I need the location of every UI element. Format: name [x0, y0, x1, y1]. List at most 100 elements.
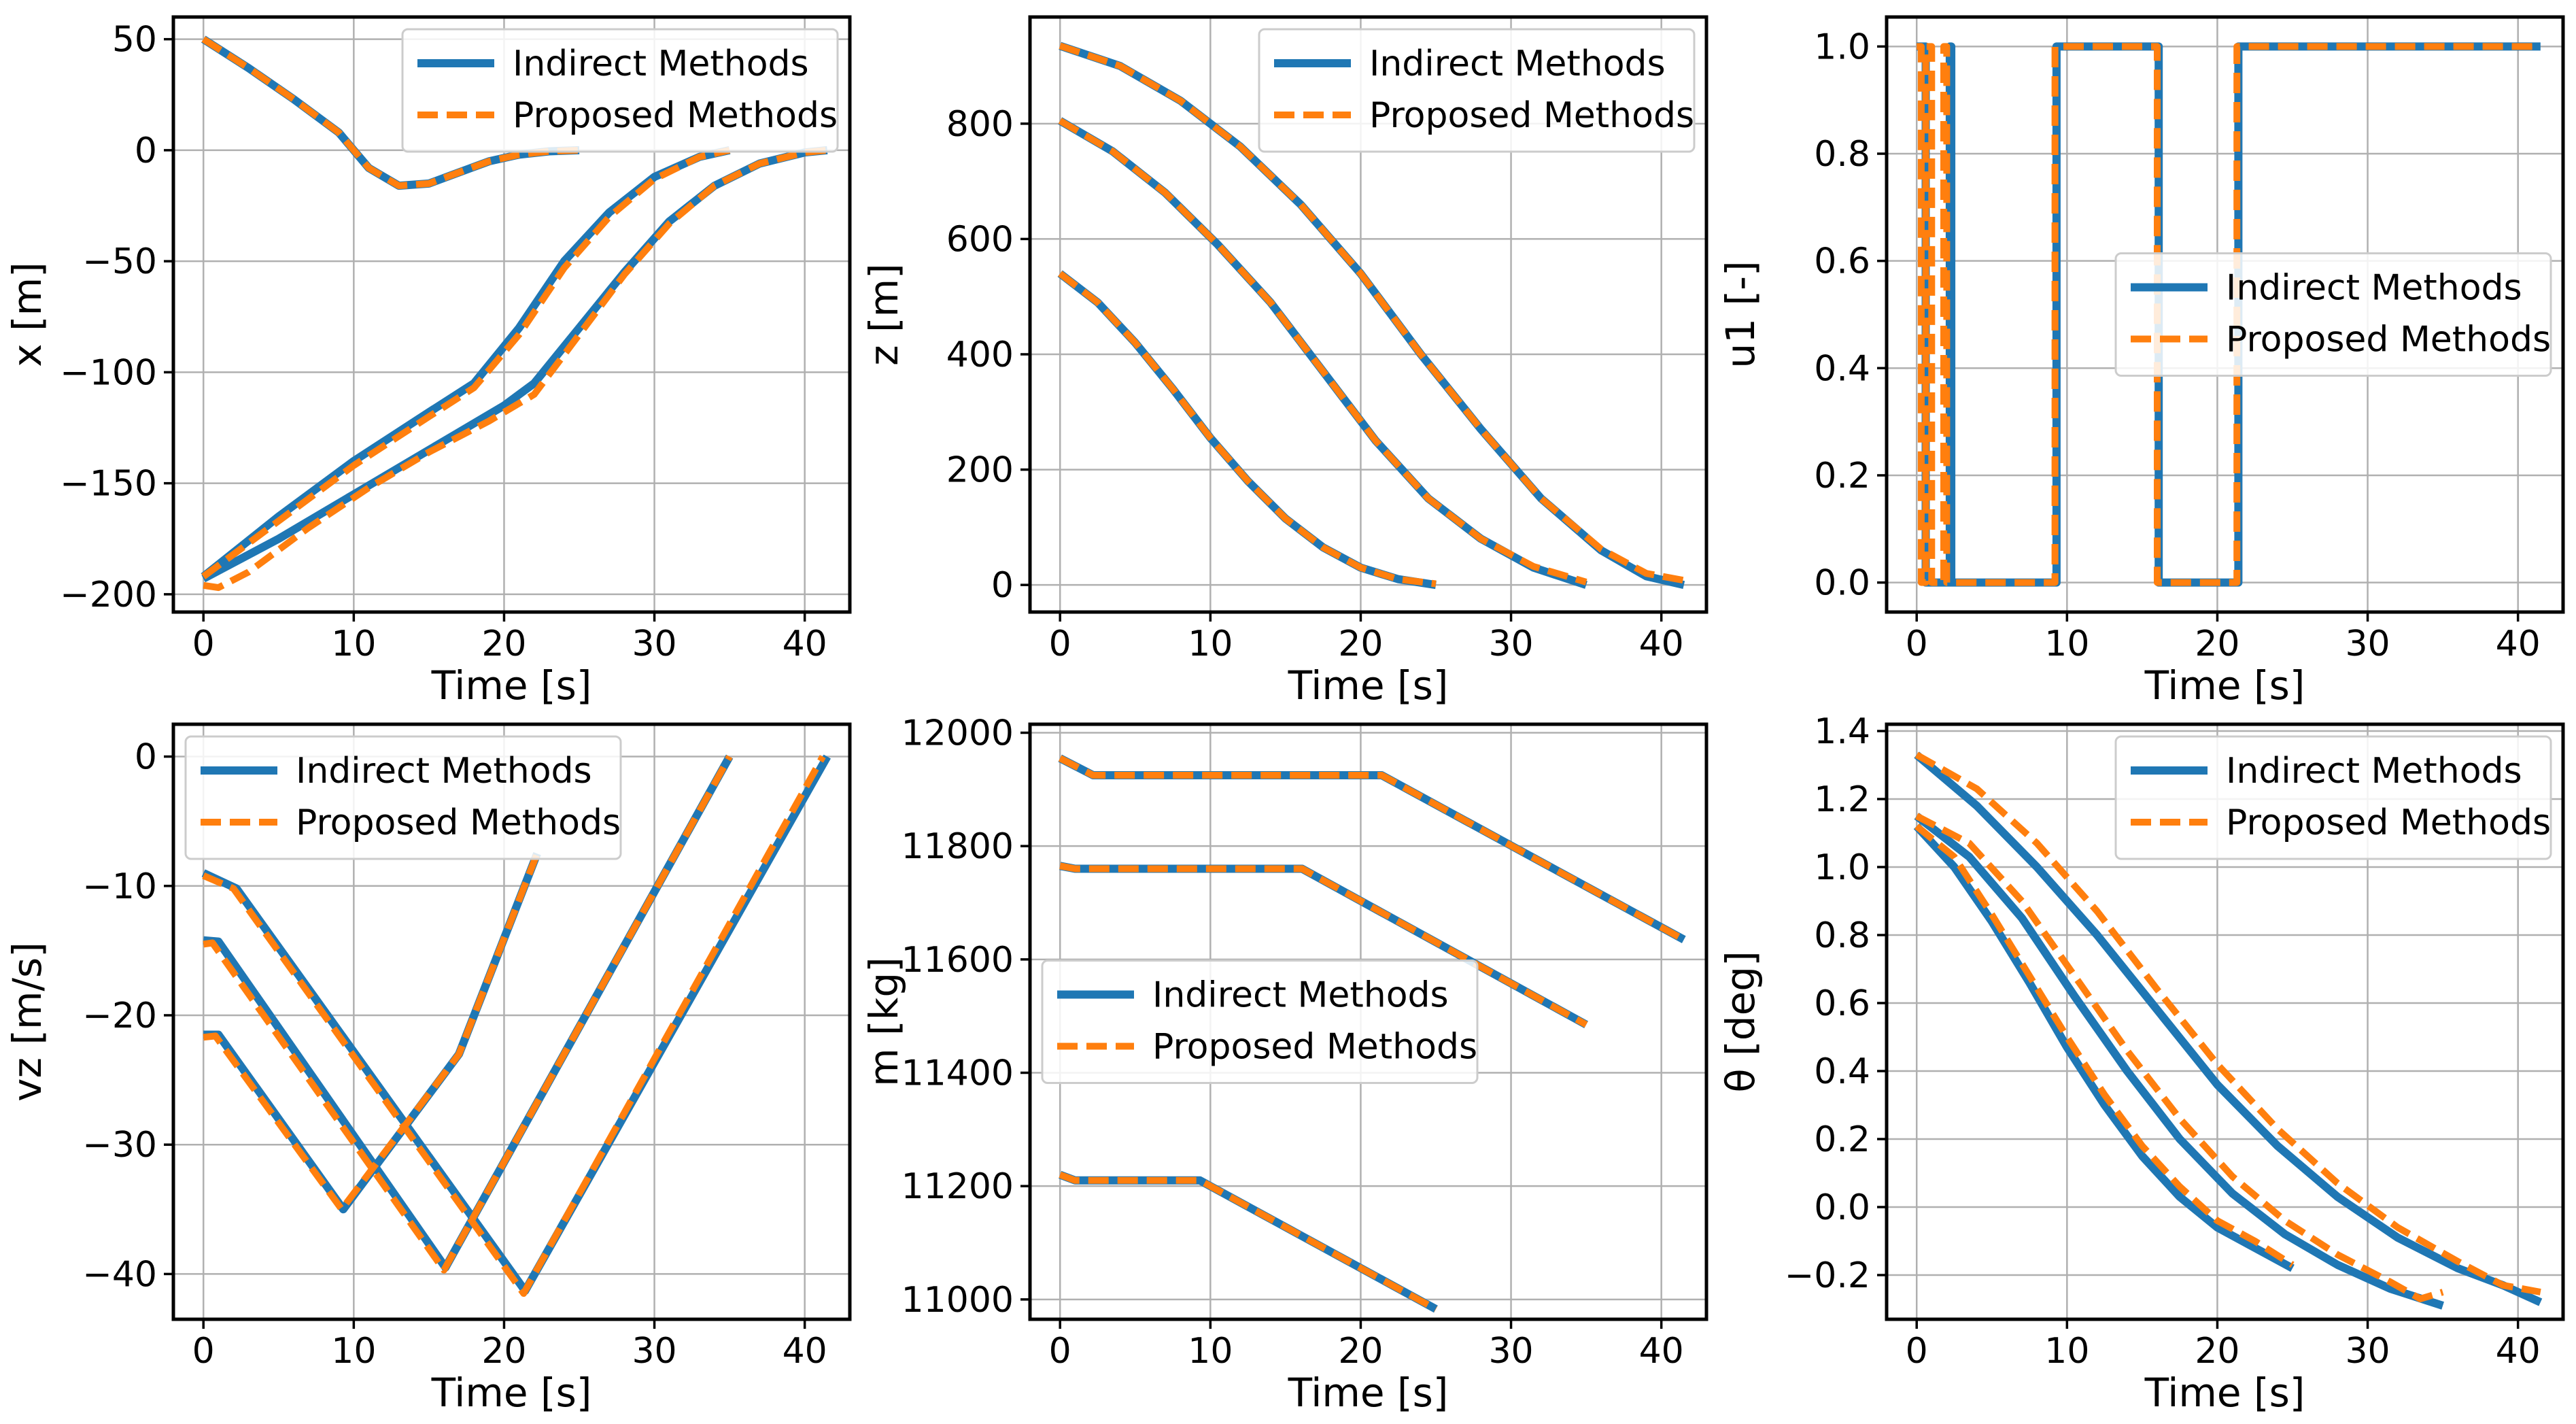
- y-tick-label: 0.4: [1814, 1051, 1870, 1092]
- chart-vz: 0 10 20 30 40 −40 −30 −20 −10 0 Time [s] vz [m/s] In…: [4, 722, 852, 1416]
- chart-m: 0 10 20 30 40 11000 11200 11400 11600 11800 12000 T…: [861, 713, 1708, 1416]
- series-proposed-curve-2: [203, 755, 733, 1274]
- legend: Indirect Methods Proposed Methods: [184, 735, 622, 860]
- legend-label-indirect: Indirect Methods: [296, 751, 592, 792]
- x-tick-label: 0: [1906, 624, 1928, 664]
- y-tick-label: 11800: [901, 826, 1014, 867]
- y-tick-label: 0.8: [1814, 134, 1870, 175]
- axes-frame: [1028, 722, 1708, 1321]
- y-axis-label: m [kg]: [861, 957, 907, 1087]
- y-tick-label: −100: [60, 352, 157, 393]
- series-indirect-curve-3: [201, 146, 828, 583]
- y-tick-label: −40: [82, 1254, 157, 1295]
- x-tick-label: 10: [2044, 1331, 2089, 1372]
- legend-label-indirect: Indirect Methods: [513, 44, 809, 84]
- series-indirect-curve-2: [201, 146, 731, 580]
- x-tick-label: 40: [1639, 624, 1684, 664]
- legend-label-indirect: Indirect Methods: [1369, 44, 1666, 84]
- y-tick-label: 1.2: [1814, 779, 1870, 820]
- legend-box: [401, 28, 839, 153]
- series-proposed-curve-1: [203, 852, 540, 1213]
- x-axis-label: Time [s]: [431, 1370, 592, 1416]
- y-axis-label: x [m]: [4, 262, 50, 367]
- legend-label-proposed: Proposed Methods: [2226, 802, 2551, 843]
- series-indirect-curve-3: [1059, 1170, 1438, 1313]
- legend-box: [2114, 252, 2552, 377]
- y-tick-label: 11400: [901, 1053, 1014, 1094]
- chart-theta: 0 10 20 30 40 −0.2 0.0 0.2 0.4 0.6 0.8 1.0 1.2 1.4 Tim…: [1717, 711, 2565, 1416]
- x-tick-label: 40: [1639, 1331, 1684, 1372]
- series-proposed-curve-3: [202, 755, 826, 1297]
- x-tick-label: 20: [481, 1331, 526, 1372]
- y-tick-label: 0.2: [1814, 456, 1870, 496]
- x-tick-label: 30: [2345, 1331, 2390, 1372]
- y-tick-label: 0.8: [1814, 915, 1870, 956]
- y-tick-label: 0: [991, 565, 1014, 606]
- x-axis-label: Time [s]: [2144, 662, 2305, 709]
- series-proposed-curve-3: [1059, 1171, 1438, 1312]
- x-axis-label: Time [s]: [2144, 1370, 2305, 1416]
- y-tick-label: −30: [82, 1125, 157, 1166]
- y-tick-label: 50: [112, 20, 157, 61]
- legend-label-indirect: Indirect Methods: [1152, 975, 1449, 1016]
- x-tick-label: 30: [632, 624, 676, 664]
- x-axis-label: Time [s]: [1288, 662, 1449, 709]
- y-tick-label: 11600: [901, 940, 1014, 981]
- x-tick-label: 0: [1049, 624, 1071, 664]
- y-tick-label: 1.0: [1814, 847, 1870, 888]
- series-indirect-curve-1: [1913, 823, 2295, 1272]
- chart-x: 0 10 20 30 40 −200 −150 −100 −50 0 50 Time [s] x [m]…: [4, 15, 852, 709]
- y-tick-label: 1.0: [1814, 27, 1870, 67]
- series-indirect-curve-1: [1058, 754, 1686, 943]
- legend-box: [184, 735, 622, 860]
- x-tick-label: 0: [1906, 1331, 1928, 1372]
- y-axis-label: vz [m/s]: [4, 942, 50, 1102]
- axes-frame: [1885, 15, 2565, 614]
- series-indirect-curve-3: [1914, 751, 2543, 1306]
- y-axis-label: z [m]: [861, 263, 907, 366]
- x-tick-label: 10: [1188, 1331, 1233, 1372]
- x-tick-label: 40: [2496, 624, 2541, 664]
- y-tick-label: 400: [946, 335, 1014, 375]
- axes-frame: [1885, 722, 2565, 1321]
- legend-box: [1258, 28, 1696, 153]
- x-tick-label: 0: [1049, 1331, 1071, 1372]
- chart-u1: 0 10 20 30 40 0.0 0.2 0.4 0.6 0.8 1.0 Time [s] u1 [-…: [1717, 15, 2565, 709]
- axes-frame: [171, 15, 852, 614]
- series-proposed-curve-2: [201, 147, 731, 579]
- y-tick-label: 0: [135, 131, 157, 171]
- x-tick-label: 30: [1488, 1331, 1533, 1372]
- series-indirect-curve-2: [1914, 813, 2444, 1310]
- y-tick-label: 11200: [901, 1166, 1014, 1207]
- legend-label-indirect: Indirect Methods: [2226, 268, 2522, 309]
- x-tick-label: 10: [1188, 624, 1233, 664]
- series-proposed-curve-2: [1059, 862, 1588, 1028]
- x-tick-label: 20: [2195, 1331, 2239, 1372]
- y-tick-label: −50: [82, 241, 157, 282]
- series-proposed-curve-1: [1058, 271, 1437, 588]
- x-tick-label: 30: [632, 1331, 676, 1372]
- x-axis-label: Time [s]: [431, 662, 592, 709]
- legend: Indirect Methods Proposed Methods: [401, 28, 839, 153]
- legend-box: [2114, 735, 2552, 860]
- legend: Indirect Methods Proposed Methods: [2114, 735, 2552, 860]
- y-tick-label: 200: [946, 450, 1014, 491]
- legend-box: [1041, 960, 1479, 1084]
- series-proposed-curve-1: [1914, 824, 2295, 1268]
- y-tick-label: 0.2: [1814, 1119, 1870, 1160]
- y-tick-label: 0.4: [1814, 348, 1870, 389]
- x-tick-label: 10: [2044, 624, 2089, 664]
- legend-label-proposed: Proposed Methods: [296, 802, 621, 843]
- y-tick-label: −0.2: [1785, 1255, 1870, 1296]
- legend: Indirect Methods Proposed Methods: [1258, 28, 1696, 153]
- series-proposed-curve-1: [1917, 43, 2541, 586]
- series-proposed-curve-2: [1914, 813, 2444, 1302]
- series-proposed-curve-3: [203, 146, 828, 592]
- x-tick-label: 20: [1338, 624, 1383, 664]
- x-tick-label: 10: [331, 624, 376, 664]
- y-tick-label: 0.6: [1814, 241, 1870, 282]
- legend-label-proposed: Proposed Methods: [1152, 1027, 1477, 1068]
- axes-frame: [171, 722, 852, 1321]
